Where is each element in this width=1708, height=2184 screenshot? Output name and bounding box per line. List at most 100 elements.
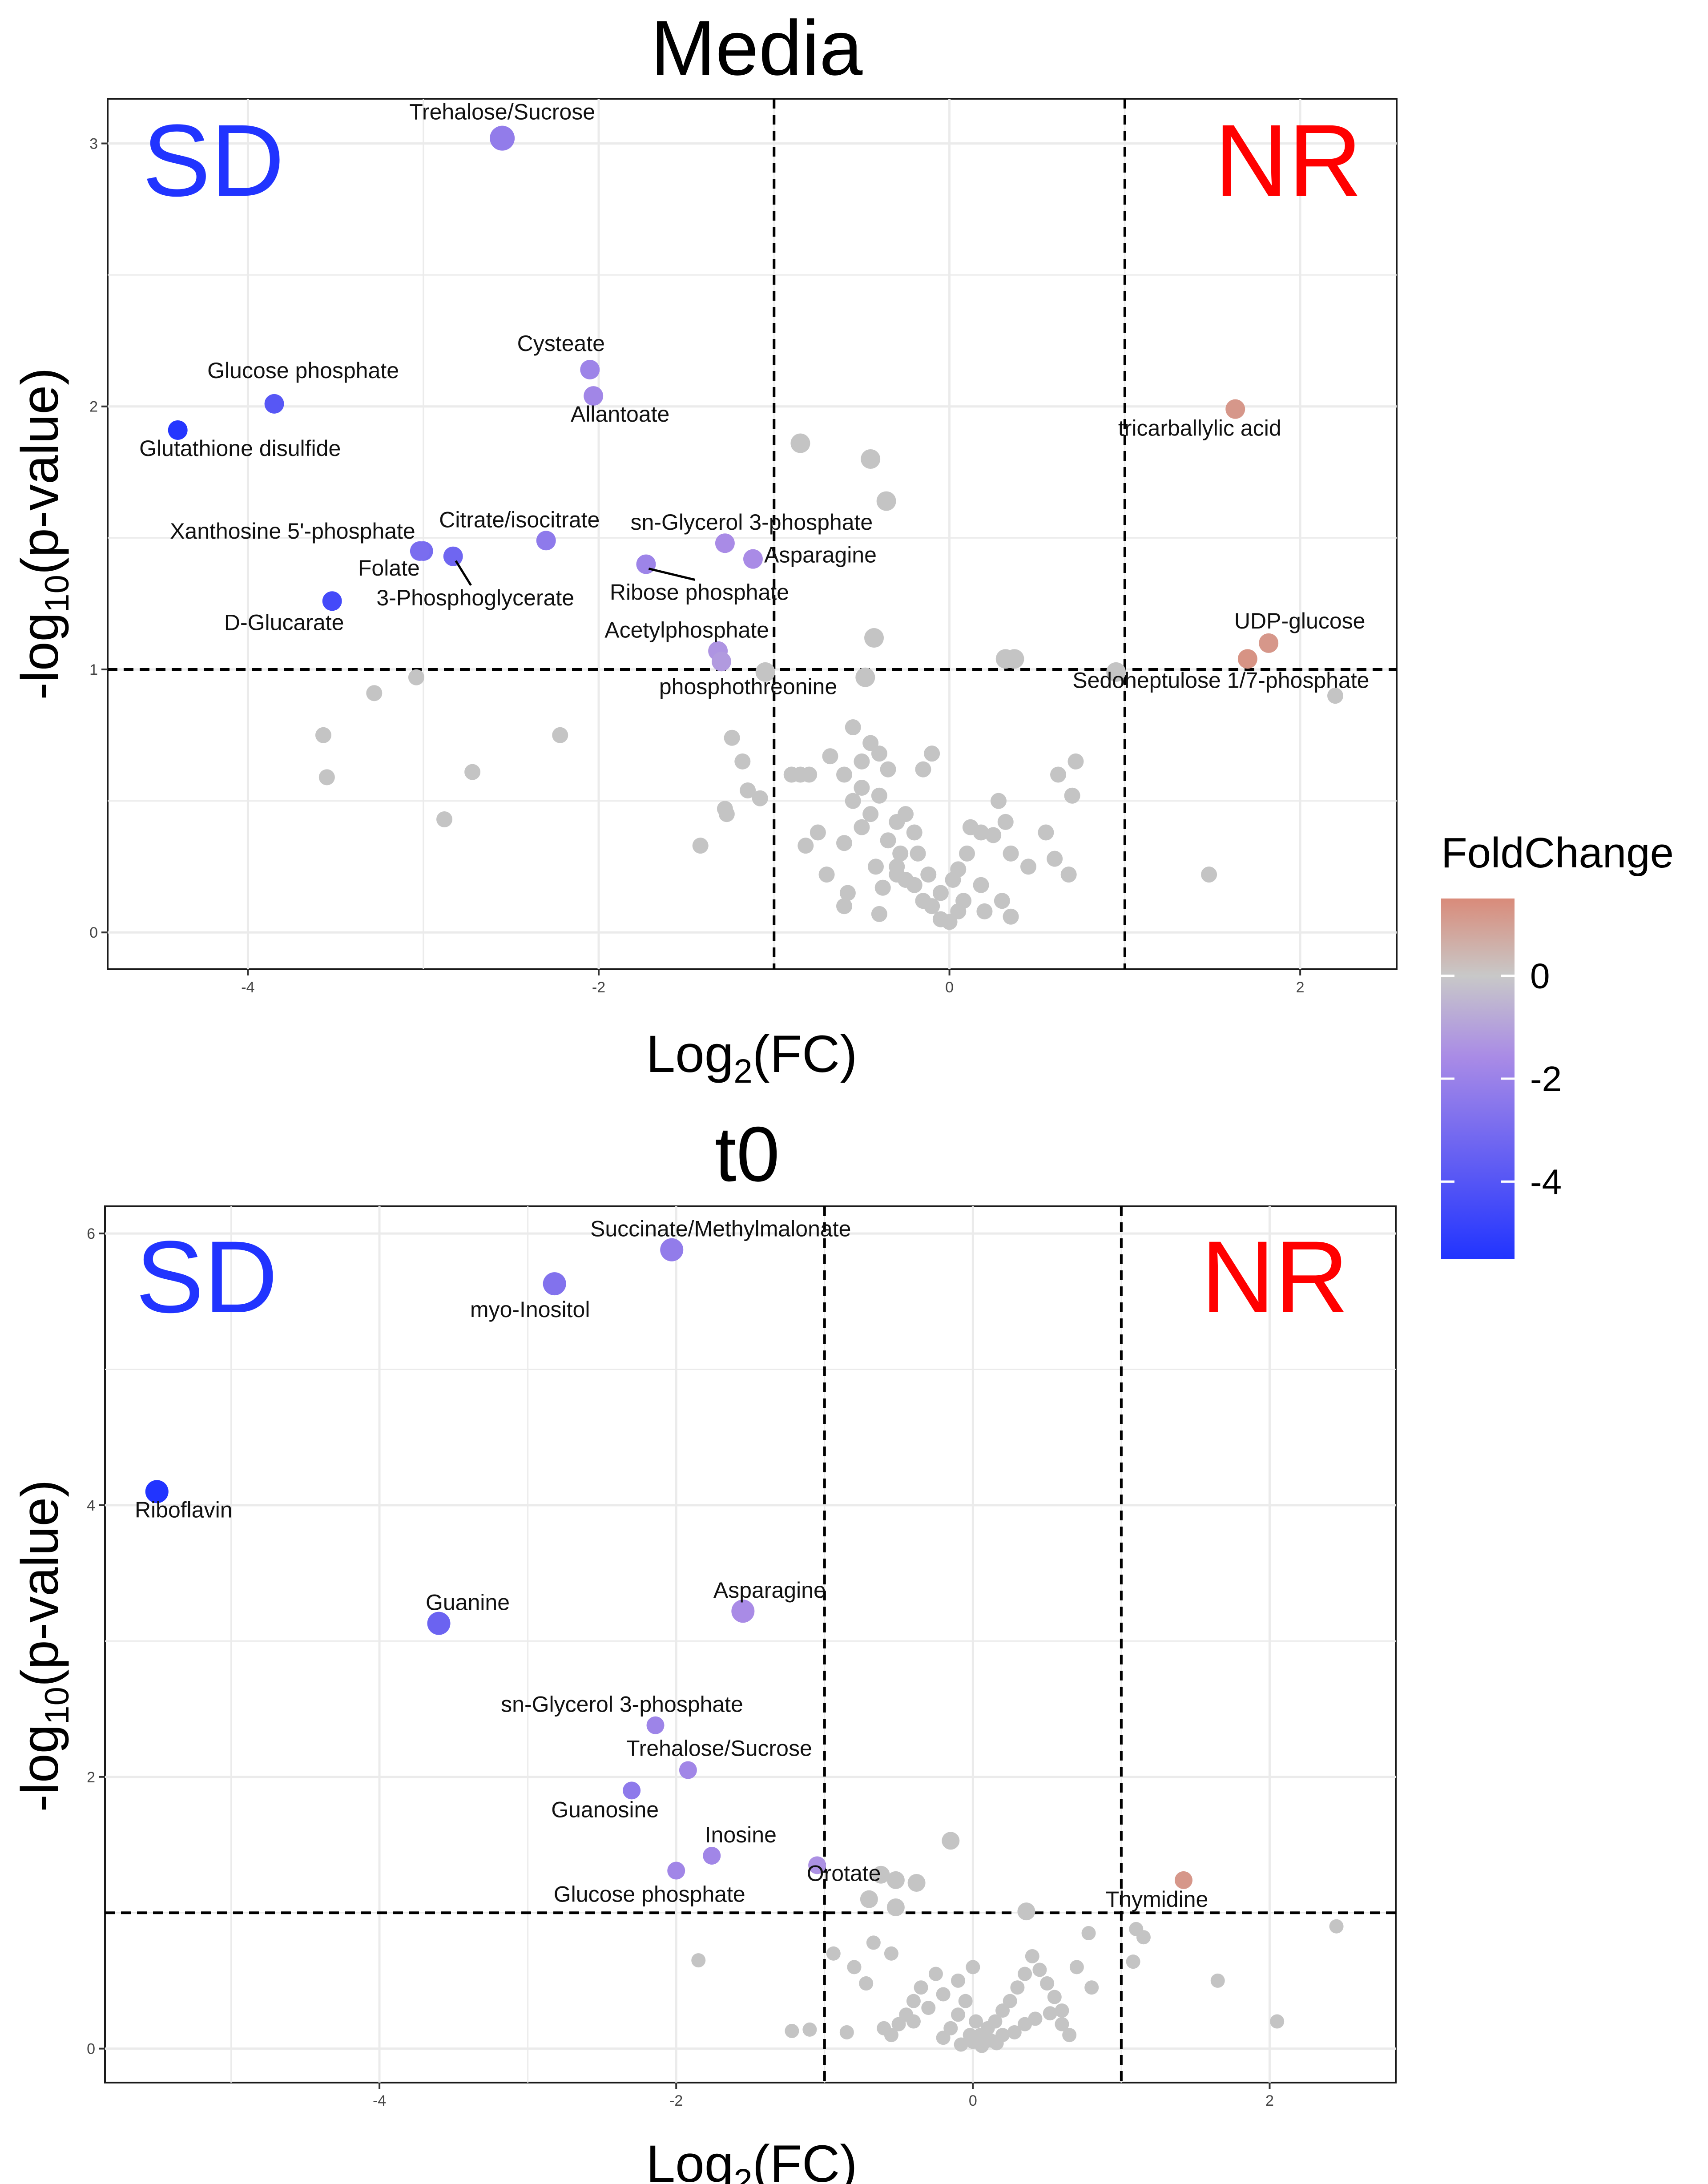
nonsignificant-point: [945, 871, 961, 888]
nonsignificant-point: [810, 824, 826, 841]
nonsignificant-point: [1064, 787, 1080, 804]
nonsignificant-point: [1003, 845, 1019, 862]
nonsignificant-point: [864, 628, 884, 648]
legend-title: FoldChange: [1441, 829, 1674, 877]
nonsignificant-point: [941, 914, 958, 930]
nonsignificant-point: [836, 835, 852, 851]
nonsignificant-point: [936, 1987, 951, 2002]
point-label: Succinate/Methylmalonate: [590, 1217, 851, 1241]
nonsignificant-point: [366, 685, 383, 701]
x-tick-label: 2: [1296, 979, 1305, 996]
x-tick-label: -4: [373, 2092, 386, 2109]
nonsignificant-point: [906, 1994, 921, 2008]
significant-point: [731, 1600, 755, 1623]
point-label: phosphothreonine: [659, 674, 837, 699]
significant-point: [1225, 399, 1245, 419]
nonsignificant-point: [1136, 1930, 1151, 1945]
nonsignificant-point: [942, 1832, 960, 1850]
t0-volcano-plot: t0 -4 -2 0 2 0 2 4 6 Succinate/Methylmalonate my…: [11, 1111, 1397, 2184]
nonsignificant-point: [1126, 1954, 1140, 1969]
media-x-axis-title: Log2(FC): [646, 1025, 857, 1090]
point-label: D-Glucarate: [224, 610, 344, 635]
nonsignificant-point: [1040, 1976, 1055, 1991]
nonsignificant-point: [822, 748, 838, 765]
nonsignificant-point: [906, 877, 922, 893]
nonsignificant-point: [914, 1980, 928, 1995]
t0-plot-title: t0: [715, 1111, 780, 1198]
media-plot-title: Media: [651, 5, 863, 92]
significant-point: [543, 1272, 566, 1296]
x-tick-label: 0: [945, 979, 954, 996]
nonsignificant-point: [1270, 2014, 1285, 2029]
media-nonsignificant-points: [315, 433, 1343, 930]
significant-point: [623, 1781, 641, 1800]
nonsignificant-point: [860, 1890, 878, 1908]
nonsignificant-point: [315, 727, 331, 743]
nonsignificant-point: [718, 806, 735, 822]
point-label: Acetylphosphate: [604, 618, 769, 643]
nonsignificant-point: [886, 1871, 905, 1889]
nonsignificant-point: [1003, 1994, 1017, 2008]
significant-point: [490, 125, 515, 151]
nonsignificant-point: [871, 745, 887, 762]
nonsignificant-point: [464, 764, 481, 780]
nonsignificant-point: [552, 727, 568, 743]
nonsignificant-point: [989, 2036, 1004, 2051]
nonsignificant-point: [988, 2014, 1003, 2029]
significant-point: [168, 420, 188, 440]
point-label: 3-Phosphoglycerate: [376, 585, 574, 610]
nonsignificant-point: [872, 1866, 890, 1884]
nonsignificant-point: [936, 2031, 951, 2045]
media-nr-label: NR: [1214, 103, 1362, 218]
nonsignificant-point: [740, 782, 756, 798]
point-label: sn-Glycerol 3-phosphate: [501, 1692, 743, 1717]
nonsignificant-point: [801, 766, 818, 783]
nonsignificant-point: [889, 866, 905, 883]
y-tick-label: 2: [89, 399, 98, 415]
significant-point: [636, 554, 656, 574]
point-label: Asparagine: [764, 543, 877, 568]
nonsignificant-point: [1025, 1949, 1039, 1963]
nonsignificant-point: [802, 2022, 817, 2037]
nonsignificant-point: [884, 2028, 898, 2043]
point-label: Glucose phosphate: [554, 1882, 745, 1907]
nonsignificant-point: [818, 866, 835, 883]
nonsignificant-point: [1028, 2011, 1043, 2026]
nonsignificant-point: [862, 806, 879, 822]
nonsignificant-point: [785, 2023, 799, 2038]
media-y-axis-title: -log10(p-value): [11, 368, 76, 700]
nonsignificant-point: [691, 1953, 706, 1968]
significant-point: [580, 359, 600, 379]
nonsignificant-point: [1084, 1980, 1099, 1995]
significant-point: [660, 1238, 684, 1261]
t0-significant-points: [145, 1238, 1193, 1889]
point-label: Thymidine: [1106, 1887, 1208, 1912]
nonsignificant-point: [1327, 688, 1343, 704]
nonsignificant-point: [958, 1994, 973, 2008]
nonsignificant-point: [855, 667, 875, 687]
media-axis-ticks: -4 -2 0 2 0 1 2 3: [89, 136, 1305, 996]
nonsignificant-point: [1055, 2017, 1069, 2031]
point-label: tricarballylic acid: [1118, 416, 1281, 441]
nonsignificant-point: [871, 787, 887, 804]
t0-point-labels: Succinate/Methylmalonate myo-Inositol Ribo…: [135, 1217, 1208, 1912]
nonsignificant-point: [1055, 2003, 1069, 2018]
t0-plot-panel: [104, 1205, 1397, 2083]
t0-axis-ticks: -4 -2 0 2 0 2 4 6: [87, 1225, 1274, 2109]
nonsignificant-point: [1032, 1962, 1047, 1977]
nonsignificant-point: [836, 766, 852, 783]
point-label: Cysteate: [517, 331, 605, 356]
nonsignificant-point: [1068, 753, 1084, 770]
significant-point: [536, 531, 556, 551]
point-label: Folate: [358, 556, 420, 580]
nonsignificant-point: [921, 2001, 936, 2015]
media-plot-panel: [107, 98, 1398, 970]
point-label: Asparagine: [713, 1578, 826, 1603]
nonsignificant-point: [975, 2039, 989, 2053]
nonsignificant-point: [898, 806, 914, 822]
nonsignificant-point: [798, 838, 814, 854]
t0-x-axis-title: Log2(FC): [646, 2135, 857, 2184]
nonsignificant-point: [924, 898, 940, 915]
point-label: Glucose phosphate: [207, 358, 399, 383]
point-label: Trehalose/Sucrose: [409, 100, 595, 125]
